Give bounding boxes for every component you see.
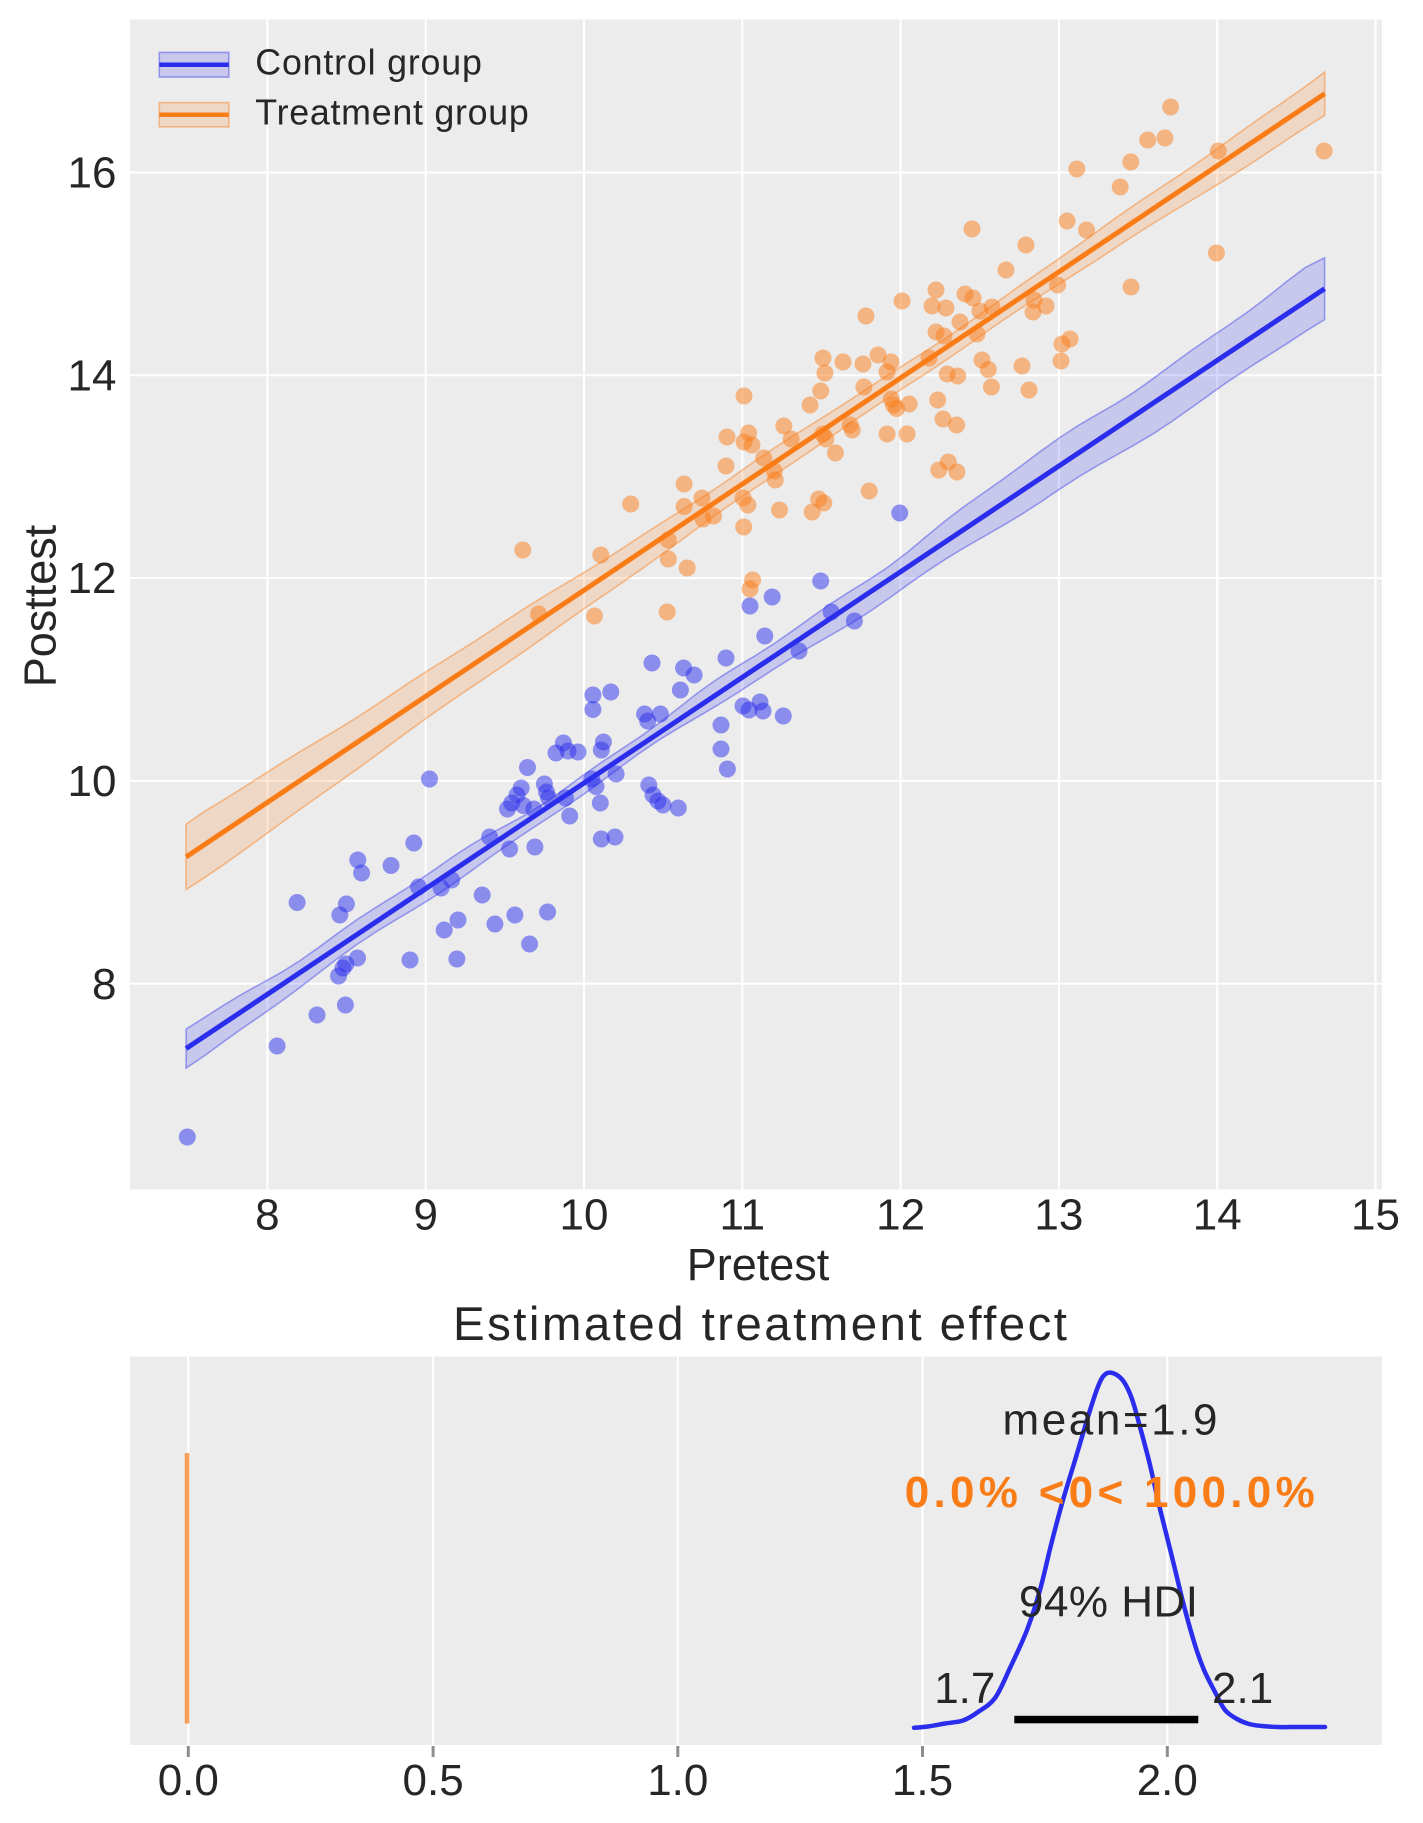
svg-text:0.0: 0.0 xyxy=(158,1756,219,1805)
svg-text:Estimated treatment effect: Estimated treatment effect xyxy=(453,1298,1067,1351)
svg-text:0.0% <0< 100.0%: 0.0% <0< 100.0% xyxy=(905,1468,1315,1517)
svg-text:14: 14 xyxy=(1193,1191,1242,1240)
svg-text:9: 9 xyxy=(413,1191,437,1240)
svg-text:10: 10 xyxy=(560,1191,609,1240)
svg-text:1.5: 1.5 xyxy=(892,1756,953,1805)
svg-text:8: 8 xyxy=(92,960,116,1009)
svg-text:1.0: 1.0 xyxy=(647,1756,708,1805)
svg-text:mean=1.9: mean=1.9 xyxy=(1003,1396,1218,1445)
svg-text:14: 14 xyxy=(68,351,117,400)
svg-text:2.0: 2.0 xyxy=(1137,1756,1198,1805)
svg-text:Pretest: Pretest xyxy=(687,1239,830,1290)
svg-text:94% HDI: 94% HDI xyxy=(1019,1578,1198,1627)
svg-text:8: 8 xyxy=(255,1191,279,1240)
svg-text:Treatment group: Treatment group xyxy=(255,92,529,132)
svg-text:15: 15 xyxy=(1351,1191,1400,1240)
svg-text:Control group: Control group xyxy=(255,42,482,82)
svg-text:Posttest: Posttest xyxy=(15,524,66,687)
svg-text:16: 16 xyxy=(68,149,117,198)
svg-text:11: 11 xyxy=(719,1191,765,1240)
svg-text:0.5: 0.5 xyxy=(403,1756,464,1805)
svg-text:10: 10 xyxy=(68,757,117,806)
svg-text:12: 12 xyxy=(876,1191,925,1240)
svg-text:13: 13 xyxy=(1034,1191,1083,1240)
svg-text:12: 12 xyxy=(68,554,117,603)
svg-text:2.1: 2.1 xyxy=(1212,1664,1273,1713)
svg-text:1.7: 1.7 xyxy=(934,1664,995,1713)
